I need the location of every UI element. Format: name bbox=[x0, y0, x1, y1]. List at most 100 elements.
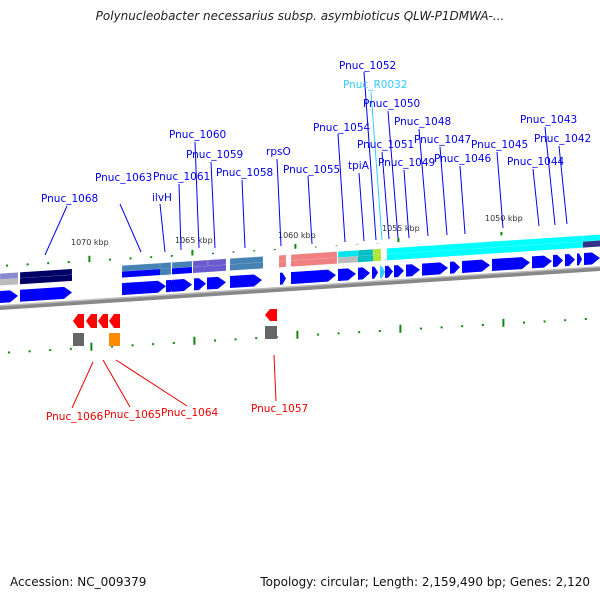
reverse-gene-arrow[interactable] bbox=[109, 314, 120, 328]
forward-gene-arrow[interactable] bbox=[422, 262, 448, 276]
gene-label[interactable]: Pnuc_1052 bbox=[339, 60, 396, 72]
minor-tick bbox=[481, 323, 484, 326]
minor-tick bbox=[69, 347, 72, 350]
gene-label[interactable]: Pnuc_1058 bbox=[216, 167, 273, 179]
major-tick bbox=[399, 324, 402, 333]
forward-gene-arrow[interactable] bbox=[394, 265, 404, 278]
forward-gene-arrow[interactable] bbox=[207, 276, 226, 290]
feature-box[interactable] bbox=[0, 272, 19, 280]
label-leader-line bbox=[273, 354, 277, 402]
minor-tick bbox=[232, 251, 235, 254]
major-tick bbox=[397, 237, 400, 246]
feature-box[interactable] bbox=[265, 326, 277, 339]
feature-box[interactable] bbox=[583, 240, 600, 248]
forward-gene-arrow[interactable] bbox=[194, 278, 206, 291]
forward-gene-arrow[interactable] bbox=[20, 286, 72, 302]
gene-label[interactable]: Pnuc_1045 bbox=[471, 139, 528, 151]
forward-gene-arrow[interactable] bbox=[565, 254, 575, 267]
gene-label[interactable]: Pnuc_1044 bbox=[507, 156, 565, 168]
forward-gene-arrow[interactable] bbox=[230, 274, 262, 289]
feature-box[interactable] bbox=[208, 264, 226, 272]
gene-label[interactable]: Pnuc_R0032 bbox=[343, 79, 408, 91]
feature-box[interactable] bbox=[172, 267, 192, 275]
minor-tick bbox=[111, 345, 113, 348]
forward-gene-arrow[interactable] bbox=[372, 266, 378, 279]
forward-gene-arrow[interactable] bbox=[122, 280, 166, 296]
forward-gene-arrow[interactable] bbox=[577, 253, 582, 266]
gene-label[interactable]: Pnuc_1054 bbox=[313, 122, 371, 134]
forward-gene-arrow[interactable] bbox=[280, 272, 286, 285]
gene-label[interactable]: Pnuc_1048 bbox=[394, 116, 451, 128]
label-leader-line bbox=[370, 91, 383, 241]
feature-box[interactable] bbox=[373, 254, 381, 262]
gene-label[interactable]: Pnuc_1066 bbox=[46, 411, 104, 423]
major-tick bbox=[502, 318, 505, 327]
minor-tick bbox=[67, 261, 70, 264]
feature-box[interactable] bbox=[159, 262, 172, 270]
forward-gene-arrow[interactable] bbox=[0, 290, 18, 303]
gene-label[interactable]: Pnuc_1051 bbox=[357, 139, 414, 151]
feature-box[interactable] bbox=[207, 258, 227, 267]
feature-box[interactable] bbox=[122, 268, 171, 278]
feature-box[interactable] bbox=[230, 262, 263, 271]
feature-box[interactable] bbox=[278, 254, 287, 262]
gene-label[interactable]: Pnuc_1042 bbox=[534, 133, 591, 145]
gene-label[interactable]: Pnuc_1049 bbox=[378, 157, 435, 169]
feature-box[interactable] bbox=[358, 255, 373, 263]
forward-gene-arrow[interactable] bbox=[553, 254, 563, 268]
feature-box[interactable] bbox=[160, 268, 171, 276]
reverse-gene-arrow[interactable] bbox=[265, 309, 277, 321]
gene-label[interactable]: Pnuc_1060 bbox=[169, 129, 226, 141]
gene-label[interactable]: Pnuc_1047 bbox=[414, 134, 471, 146]
gene-label[interactable]: Pnuc_1055 bbox=[283, 164, 340, 176]
feature-box[interactable] bbox=[109, 333, 120, 346]
gene-label[interactable]: Pnuc_1063 bbox=[95, 172, 152, 184]
label-leader-line bbox=[307, 175, 313, 245]
reverse-gene-arrow[interactable] bbox=[73, 314, 84, 328]
forward-gene-arrow[interactable] bbox=[172, 279, 192, 292]
minor-tick bbox=[564, 319, 567, 322]
feature-box[interactable] bbox=[338, 256, 358, 264]
reverse-gene-arrow[interactable] bbox=[86, 314, 97, 328]
feature-box[interactable] bbox=[20, 274, 72, 285]
gene-label[interactable]: Pnuc_1043 bbox=[520, 114, 577, 126]
forward-gene-arrow[interactable] bbox=[406, 264, 420, 277]
gene-label[interactable]: tpiA bbox=[348, 160, 370, 172]
gene-label[interactable]: rpsO bbox=[266, 146, 291, 158]
forward-gene-arrow[interactable] bbox=[338, 268, 356, 282]
accession-text: Accession: NC_009379 bbox=[10, 575, 147, 589]
gene-label[interactable]: Pnuc_1046 bbox=[434, 153, 492, 165]
feature-box[interactable] bbox=[0, 278, 18, 286]
feature-box[interactable] bbox=[372, 248, 382, 256]
forward-gene-arrow[interactable] bbox=[450, 261, 460, 274]
forward-gene-arrow[interactable] bbox=[358, 267, 370, 280]
feature-box[interactable] bbox=[357, 248, 374, 257]
gene-label[interactable]: ilvH bbox=[152, 192, 172, 204]
feature-box[interactable] bbox=[387, 241, 583, 261]
feature-box[interactable] bbox=[582, 234, 600, 242]
label-leader-line bbox=[194, 141, 200, 249]
feature-box[interactable] bbox=[192, 259, 209, 268]
forward-gene-arrow[interactable] bbox=[532, 255, 552, 269]
feature-box[interactable] bbox=[193, 265, 208, 273]
feature-box[interactable] bbox=[291, 257, 337, 267]
gene-label[interactable]: Pnuc_1064 bbox=[161, 407, 219, 419]
backbone-line bbox=[0, 267, 600, 310]
gene-label[interactable]: Pnuc_1050 bbox=[363, 98, 420, 110]
forward-gene-arrow[interactable] bbox=[462, 259, 490, 273]
forward-gene-arrow[interactable] bbox=[380, 266, 385, 279]
gene-label[interactable]: Pnuc_1065 bbox=[104, 409, 161, 421]
gene-label[interactable]: Pnuc_1059 bbox=[186, 149, 243, 161]
gene-label[interactable]: Pnuc_1057 bbox=[251, 403, 308, 415]
feature-box[interactable] bbox=[279, 260, 286, 268]
forward-gene-arrow[interactable] bbox=[492, 257, 530, 272]
forward-gene-arrow[interactable] bbox=[584, 252, 600, 266]
gene-label[interactable]: Pnuc_1068 bbox=[41, 193, 98, 205]
minor-tick bbox=[129, 257, 132, 260]
gene-label[interactable]: Pnuc_1061 bbox=[153, 171, 210, 183]
reverse-gene-arrow[interactable] bbox=[98, 314, 108, 328]
forward-gene-arrow[interactable] bbox=[291, 269, 336, 285]
feature-box[interactable] bbox=[73, 333, 84, 346]
forward-gene-arrow[interactable] bbox=[385, 265, 393, 278]
